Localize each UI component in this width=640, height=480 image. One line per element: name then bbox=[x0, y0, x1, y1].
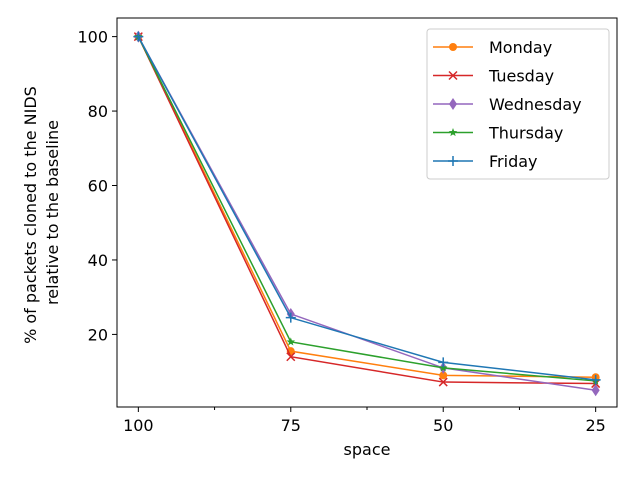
legend-label: Friday bbox=[489, 152, 538, 171]
legend-item-wednesday: Wednesday bbox=[433, 95, 582, 114]
data-point bbox=[438, 357, 449, 368]
series-wednesday bbox=[134, 30, 600, 397]
y-tick-label: 60 bbox=[88, 177, 108, 196]
legend: Monday Tuesday Wednesday Thursday Friday bbox=[426, 28, 610, 180]
data-point bbox=[439, 371, 448, 380]
data-point bbox=[590, 374, 601, 385]
series-line bbox=[137, 36, 596, 382]
y-axis-label: % of packets cloned to the NIDS relative… bbox=[21, 81, 62, 344]
data-point bbox=[438, 377, 448, 387]
x-tick-label: 100 bbox=[123, 416, 154, 435]
data-point bbox=[448, 70, 458, 81]
data-point bbox=[449, 43, 457, 51]
legend-box bbox=[426, 28, 610, 180]
series-line bbox=[137, 36, 596, 385]
x-axis-label: space bbox=[344, 440, 391, 459]
legend-item-thursday: Thursday bbox=[433, 124, 563, 143]
x-axis: 100 75 50 25 bbox=[123, 407, 606, 435]
series-line bbox=[137, 36, 596, 378]
y-tick-label: 100 bbox=[77, 28, 108, 47]
data-point bbox=[448, 128, 458, 137]
data-point bbox=[286, 337, 296, 346]
series-line bbox=[137, 36, 596, 391]
series-line bbox=[137, 36, 596, 381]
series-friday bbox=[133, 31, 601, 385]
y-tick-label: 20 bbox=[88, 325, 108, 344]
legend-item-monday: Monday bbox=[433, 38, 552, 57]
data-point bbox=[133, 31, 144, 42]
legend-label: Tuesday bbox=[488, 67, 554, 86]
x-tick-label: 25 bbox=[585, 416, 605, 435]
x-tick-label: 50 bbox=[433, 416, 453, 435]
y-axis-label-line-1: % of packets cloned to the NIDS bbox=[21, 86, 40, 344]
data-point bbox=[448, 156, 458, 166]
x-tick-label: 75 bbox=[281, 416, 301, 435]
y-tick-label: 80 bbox=[88, 102, 108, 121]
data-point bbox=[286, 352, 296, 362]
legend-item-friday: Friday bbox=[433, 152, 538, 171]
legend-item-tuesday: Tuesday bbox=[433, 67, 554, 86]
legend-label: Thursday bbox=[488, 124, 563, 143]
legend-label: Monday bbox=[489, 38, 552, 57]
data-point bbox=[285, 312, 296, 323]
y-axis: 20 40 60 80 100 bbox=[77, 28, 117, 344]
data-point bbox=[449, 98, 457, 110]
y-axis-label-line-2: relative to the baseline bbox=[43, 120, 62, 305]
y-tick-label: 40 bbox=[88, 251, 108, 270]
plot-area bbox=[133, 30, 601, 397]
data-point bbox=[438, 363, 448, 372]
data-point bbox=[591, 384, 600, 397]
legend-label: Wednesday bbox=[489, 95, 582, 114]
